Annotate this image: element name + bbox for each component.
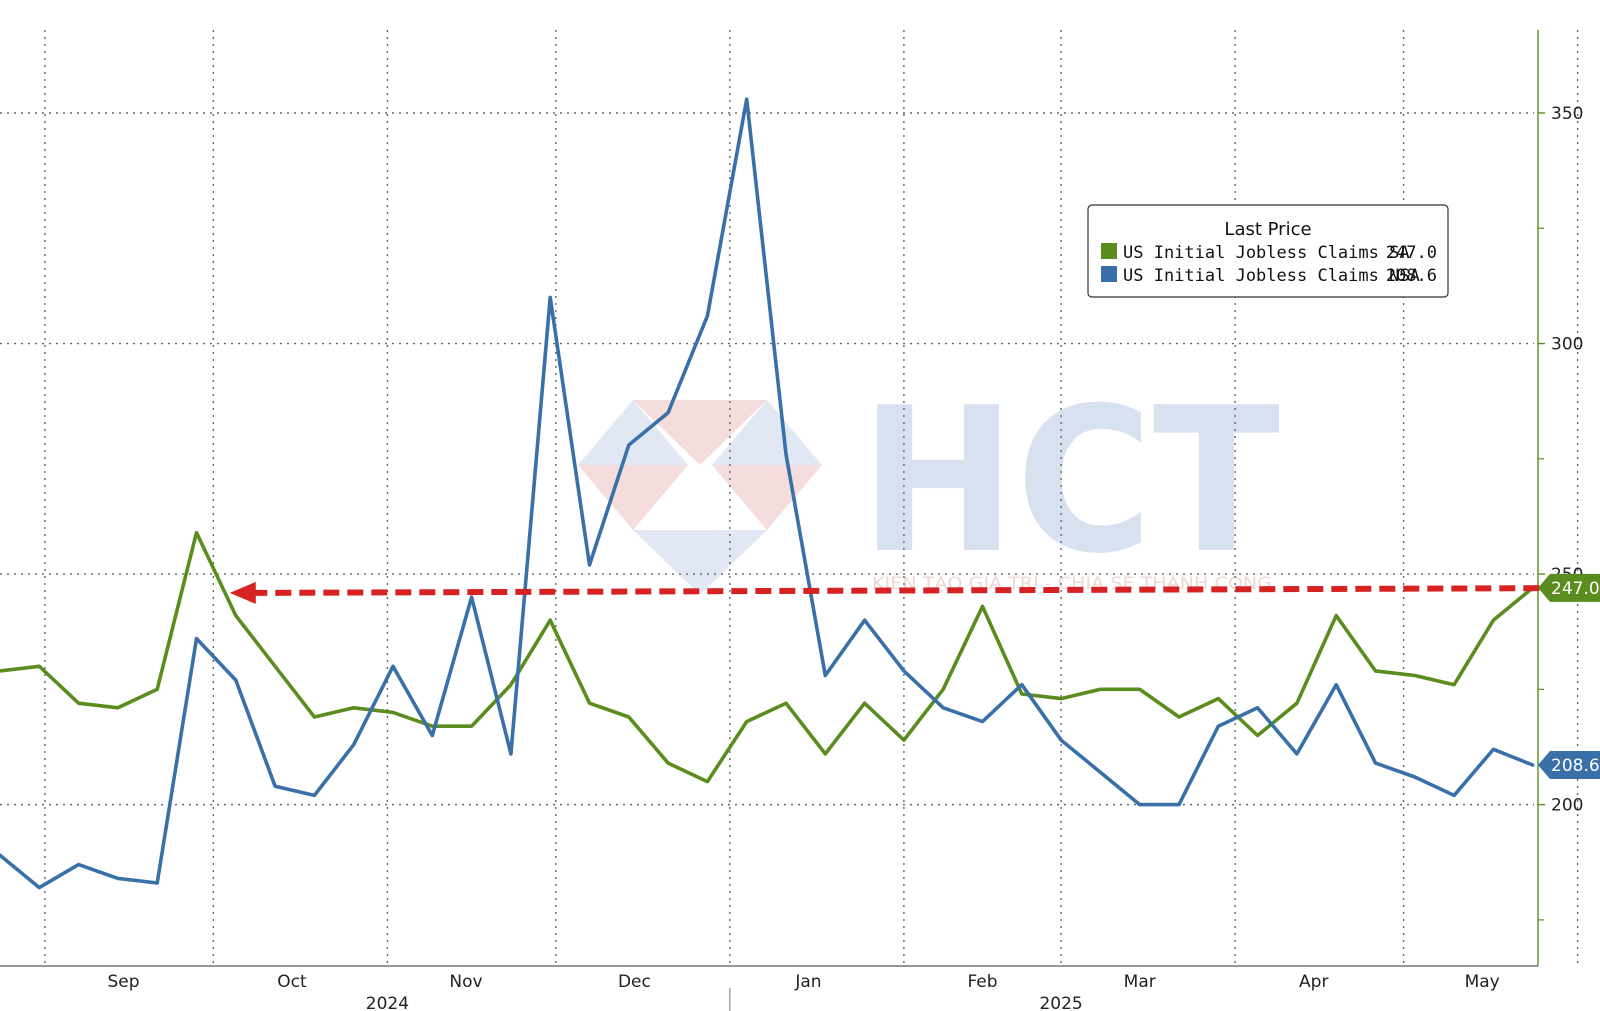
x-tick-label-1: Oct xyxy=(277,972,307,992)
legend-title: Last Price xyxy=(1224,219,1311,240)
legend-label-nsa: US Initial Jobless Claims NSA xyxy=(1123,266,1420,286)
legend-swatch-nsa xyxy=(1101,266,1117,282)
x-tick-label-7: Apr xyxy=(1299,972,1328,992)
x-tick-label-3: Dec xyxy=(618,972,651,992)
x-tick-label-6: Mar xyxy=(1124,972,1156,992)
watermark-text: HCT xyxy=(860,365,1280,598)
annotation-arrow-line xyxy=(249,584,1600,596)
legend: Last Price US Initial Jobless Claims SA … xyxy=(1087,204,1449,298)
series-layer xyxy=(0,97,1535,890)
last-value-label-nsa: 208.6 xyxy=(1551,756,1600,776)
last-value-tag-sa xyxy=(1538,573,1600,602)
annotation-arrow-head xyxy=(229,581,256,604)
y-tick-label-3: 350 xyxy=(1551,104,1583,124)
y-tick-label-2: 300 xyxy=(1551,335,1583,355)
year-label-1: 2025 xyxy=(1039,994,1082,1011)
x-tick-label-8: May xyxy=(1465,972,1500,992)
series-line-nsa xyxy=(0,97,1535,890)
x-tick-label-2: Nov xyxy=(449,972,482,992)
last-value-tags: 247.0 208.6 xyxy=(1538,573,1600,779)
legend-label-sa: US Initial Jobless Claims SA xyxy=(1123,243,1410,263)
y-tick-label-0: 200 xyxy=(1551,796,1583,816)
series-line-sa xyxy=(0,530,1535,784)
legend-value-sa: 247.0 xyxy=(1386,243,1437,263)
legend-swatch-sa xyxy=(1101,243,1117,259)
legend-value-nsa: 208.6 xyxy=(1386,266,1437,286)
x-tick-label-5: Feb xyxy=(967,972,997,992)
annotation-layer xyxy=(229,581,1600,604)
x-tick-label-4: Jan xyxy=(794,972,821,992)
x-tick-label-0: Sep xyxy=(107,972,139,992)
last-value-tag-nsa xyxy=(1538,750,1600,779)
year-label-0: 2024 xyxy=(366,994,409,1011)
last-value-label-sa: 247.0 xyxy=(1551,579,1600,599)
